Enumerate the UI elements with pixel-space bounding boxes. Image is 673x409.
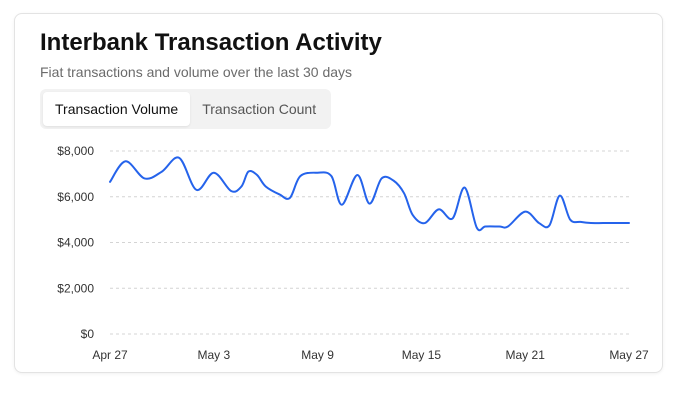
chart-grid	[110, 150, 629, 335]
line-chart: $0 $2,000 $4,000 $6,000 $8,000 Apr 27 May 3 Ma…	[57, 144, 649, 362]
tab-transaction-volume[interactable]: Transaction Volume	[43, 92, 191, 126]
x-tick-label: May 27	[609, 348, 649, 362]
tab-transaction-count[interactable]: Transaction Count	[202, 101, 317, 117]
chart-tabs: Transaction Volume Transaction Count	[40, 89, 332, 129]
x-tick-label: May 9	[301, 348, 334, 362]
x-tick-label: May 15	[402, 348, 442, 362]
y-axis: $0 $2,000 $4,000 $6,000 $8,000	[57, 144, 94, 341]
y-tick-label: $2,000	[57, 281, 94, 295]
page-title: Interbank Transaction Activity	[40, 29, 382, 56]
y-tick-label: $4,000	[57, 236, 94, 250]
x-tick-label: Apr 27	[92, 348, 128, 362]
y-tick-label: $6,000	[57, 190, 94, 204]
page-subtitle: Fiat transactions and volume over the la…	[40, 64, 353, 80]
chart-card: Interbank Transaction Activity Fiat tran…	[14, 13, 663, 373]
x-axis: Apr 27 May 3 May 9 May 15 May 21 May 27	[92, 348, 649, 362]
x-tick-label: May 3	[197, 348, 230, 362]
series-group	[109, 156, 630, 232]
y-tick-label: $8,000	[57, 144, 94, 158]
y-tick-label: $0	[81, 327, 95, 341]
x-tick-label: May 21	[506, 348, 546, 362]
series-line-transaction-volume	[109, 156, 630, 232]
